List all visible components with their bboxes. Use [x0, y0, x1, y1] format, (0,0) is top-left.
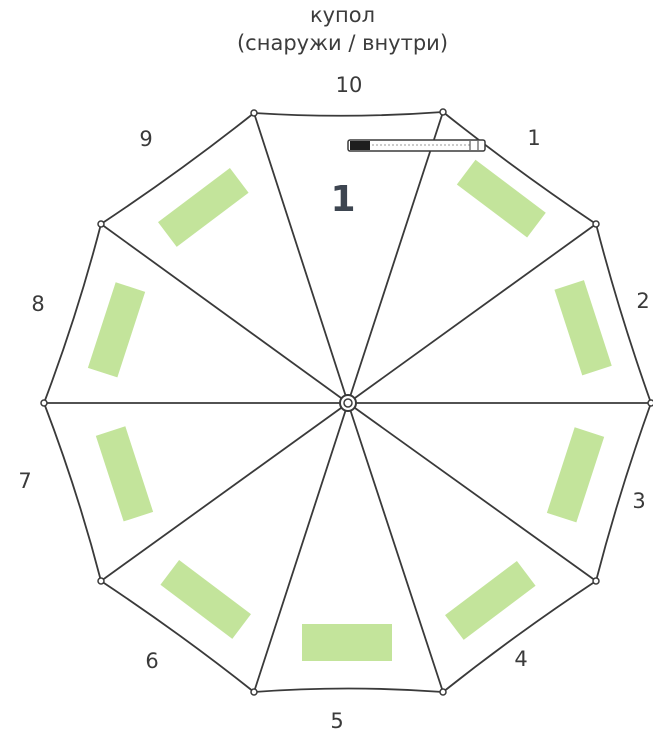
edge-5 — [253, 687, 444, 693]
print-area-7 — [95, 426, 154, 522]
segment-label-2: 2 — [636, 289, 649, 313]
rib-tip — [439, 108, 447, 116]
print-area-6 — [160, 559, 251, 639]
rib — [253, 112, 349, 404]
folded-umbrella-icon — [347, 139, 486, 152]
rib-tips — [40, 108, 653, 696]
edge-1 — [442, 111, 597, 225]
edge-9 — [100, 112, 255, 225]
rib-tip — [250, 688, 258, 696]
edge-8 — [43, 223, 102, 404]
edge-7 — [43, 402, 102, 582]
edge-2 — [595, 223, 652, 404]
segment-label-8: 8 — [31, 292, 44, 316]
rib — [100, 223, 349, 404]
rib-tip — [647, 399, 653, 407]
rib-tip — [439, 688, 447, 696]
canopy-ribs — [44, 111, 651, 693]
canopy-outline — [43, 111, 652, 693]
rib-tip — [592, 220, 600, 228]
rib — [347, 223, 597, 404]
rib — [100, 402, 349, 582]
segment-label-6: 6 — [145, 649, 158, 673]
print-area-9 — [158, 167, 249, 247]
rib-tip — [250, 109, 258, 117]
edge-6 — [100, 580, 255, 693]
rib — [347, 402, 597, 582]
edge-4 — [442, 580, 597, 693]
rib-tip — [40, 399, 48, 407]
title-line-1: купол — [309, 3, 376, 27]
title-line-2: (снаружи / внутри) — [236, 31, 449, 55]
print-area-1 — [456, 159, 546, 238]
print-area-2 — [554, 280, 612, 376]
segment-label-4: 4 — [514, 647, 527, 671]
rib-tip — [97, 577, 105, 585]
print-panels — [87, 159, 612, 661]
edge-3 — [595, 402, 652, 582]
rib — [347, 402, 444, 693]
segment-label-5: 5 — [330, 709, 343, 732]
print-area-4 — [445, 560, 536, 640]
print-area-3 — [546, 427, 605, 523]
print-area-8 — [87, 282, 146, 378]
segment-label-3: 3 — [632, 489, 645, 513]
segment-label-10: 10 — [336, 73, 363, 97]
edge-10 — [253, 111, 444, 117]
segment-number-marker: 1 — [330, 179, 355, 220]
print-area-5 — [302, 624, 392, 661]
segment-label-1: 1 — [527, 126, 540, 150]
rib — [253, 402, 349, 693]
center-hub-inner — [343, 398, 353, 408]
rib — [347, 111, 444, 404]
segment-label-9: 9 — [139, 127, 152, 151]
rib-tip — [592, 577, 600, 585]
segment-label-7: 7 — [18, 469, 31, 493]
rib-tip — [97, 220, 105, 228]
